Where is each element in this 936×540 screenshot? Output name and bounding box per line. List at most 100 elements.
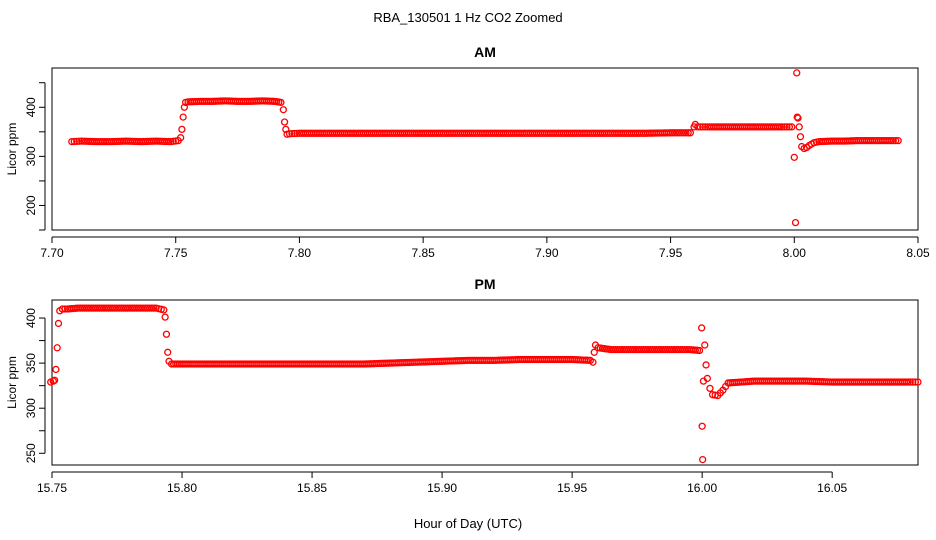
pm-y-tick-label: 350: [24, 353, 38, 373]
pm-data-point: [161, 313, 169, 321]
am-data-point: [889, 137, 897, 145]
am-data-point: [795, 123, 803, 131]
pm-x-tick: 15.85: [297, 472, 327, 495]
am-x-tick: 7.70: [40, 237, 64, 260]
pm-data-point: [160, 306, 168, 314]
pm-data-point: [150, 304, 158, 312]
pm-data-point: [54, 319, 63, 328]
svg-text:16.05: 16.05: [817, 481, 847, 495]
am-data-point: [892, 137, 900, 145]
am-data-point: [177, 134, 185, 142]
am-data-point: [178, 125, 186, 134]
pm-data-point: [703, 374, 712, 383]
pm-data-point: [52, 365, 60, 374]
pm-x-tick: 16.05: [817, 472, 848, 495]
pm-data-point: [698, 422, 706, 430]
am-data-point: [285, 130, 294, 138]
svg-text:15.75: 15.75: [37, 481, 67, 495]
pm-data-point: [706, 384, 714, 393]
am-data-point: [179, 113, 187, 121]
svg-text:15.80: 15.80: [167, 481, 197, 495]
pm-data-point: [162, 330, 171, 338]
pm-data-point: [164, 348, 172, 356]
am-data-point: [696, 123, 704, 131]
am-x-tick: 7.75: [164, 237, 188, 260]
am-data-point: [290, 129, 299, 138]
pm-panel: PM Licor ppm 15.75 15.80 15.85 15.90 15.95 16.0…: [5, 276, 922, 495]
am-data-point: [796, 133, 805, 141]
am-data-point: [780, 123, 789, 131]
pm-data-point: [697, 324, 706, 332]
svg-text:15.90: 15.90: [427, 481, 457, 495]
am-data-point: [280, 118, 289, 126]
am-data-point: [699, 123, 707, 131]
pm-data-point: [699, 455, 707, 464]
am-x-tick: 8.00: [783, 237, 807, 260]
pm-x-tick: 16.00: [687, 472, 717, 495]
am-x-tick: 7.85: [411, 237, 435, 260]
am-x-tick: 7.80: [288, 237, 312, 260]
am-data-point: [73, 137, 81, 146]
svg-text:7.75: 7.75: [164, 246, 188, 260]
am-data-point: [694, 123, 702, 131]
pm-y-tick-label: 300: [24, 398, 38, 418]
svg-text:7.95: 7.95: [659, 246, 683, 260]
pm-data-point: [590, 348, 598, 356]
svg-text:15.85: 15.85: [297, 481, 327, 495]
pm-y-tick-label: 400: [24, 308, 38, 328]
pm-data-point: [909, 378, 917, 386]
pm-data-point: [911, 378, 920, 386]
am-data-point: [790, 153, 798, 161]
am-data-point: [785, 123, 793, 131]
svg-text:16.00: 16.00: [687, 481, 717, 495]
figure-x-axis-label: Hour of Day (UTC): [414, 516, 522, 531]
svg-text:15.95: 15.95: [557, 481, 587, 495]
pm-x-tick: 15.75: [37, 472, 67, 495]
svg-text:7.90: 7.90: [535, 246, 559, 260]
am-data-point: [894, 137, 902, 145]
am-y-axis-label: Licor ppm: [5, 123, 19, 176]
am-x-tick: 7.95: [659, 237, 683, 260]
pm-x-tick: 15.90: [427, 472, 457, 495]
pm-data-point: [695, 346, 704, 355]
am-data-point: [68, 137, 76, 146]
am-data-point: [783, 123, 791, 131]
svg-text:7.80: 7.80: [288, 246, 312, 260]
am-panel: AM Licor ppm 7.70 7.75 7.80 7.85 7.90 7.95 8.00 8…: [5, 44, 930, 260]
am-y-tick-label: 300: [24, 146, 38, 166]
am-data-point: [70, 137, 78, 146]
pm-x-tick: 15.80: [167, 472, 197, 495]
am-data-point: [791, 218, 800, 227]
am-x-tick: 8.05: [906, 237, 930, 260]
am-x-tick: 7.90: [535, 237, 559, 260]
am-data-point: [282, 125, 290, 134]
svg-text:7.85: 7.85: [411, 246, 435, 260]
am-panel-title: AM: [474, 44, 496, 60]
svg-text:8.05: 8.05: [906, 246, 930, 260]
pm-x-tick: 15.95: [557, 472, 587, 495]
am-data-point: [788, 123, 796, 131]
pm-y-axis-label: Licor ppm: [5, 356, 19, 409]
svg-text:7.70: 7.70: [40, 246, 64, 260]
pm-data-point: [906, 378, 914, 386]
pm-data-point: [702, 361, 710, 369]
figure-title: RBA_130501 1 Hz CO2 Zoomed: [373, 10, 562, 25]
am-data-point: [684, 129, 692, 137]
pm-data-point: [589, 358, 597, 366]
am-data-point: [180, 103, 189, 111]
am-data-point: [682, 129, 690, 137]
pm-data-point: [148, 304, 156, 312]
pm-data-point: [50, 376, 59, 384]
am-data-point: [793, 69, 801, 77]
am-y-tick-label: 200: [24, 195, 38, 215]
am-data-point: [686, 129, 695, 137]
am-data-point: [778, 123, 786, 131]
pm-y-tick-label: 250: [24, 443, 38, 463]
am-data-point: [288, 130, 296, 138]
am-plot-frame: [51, 67, 919, 231]
pm-data-point: [914, 378, 922, 386]
pm-data-point: [61, 305, 69, 313]
svg-text:8.00: 8.00: [783, 246, 807, 260]
am-data-point: [75, 137, 83, 145]
